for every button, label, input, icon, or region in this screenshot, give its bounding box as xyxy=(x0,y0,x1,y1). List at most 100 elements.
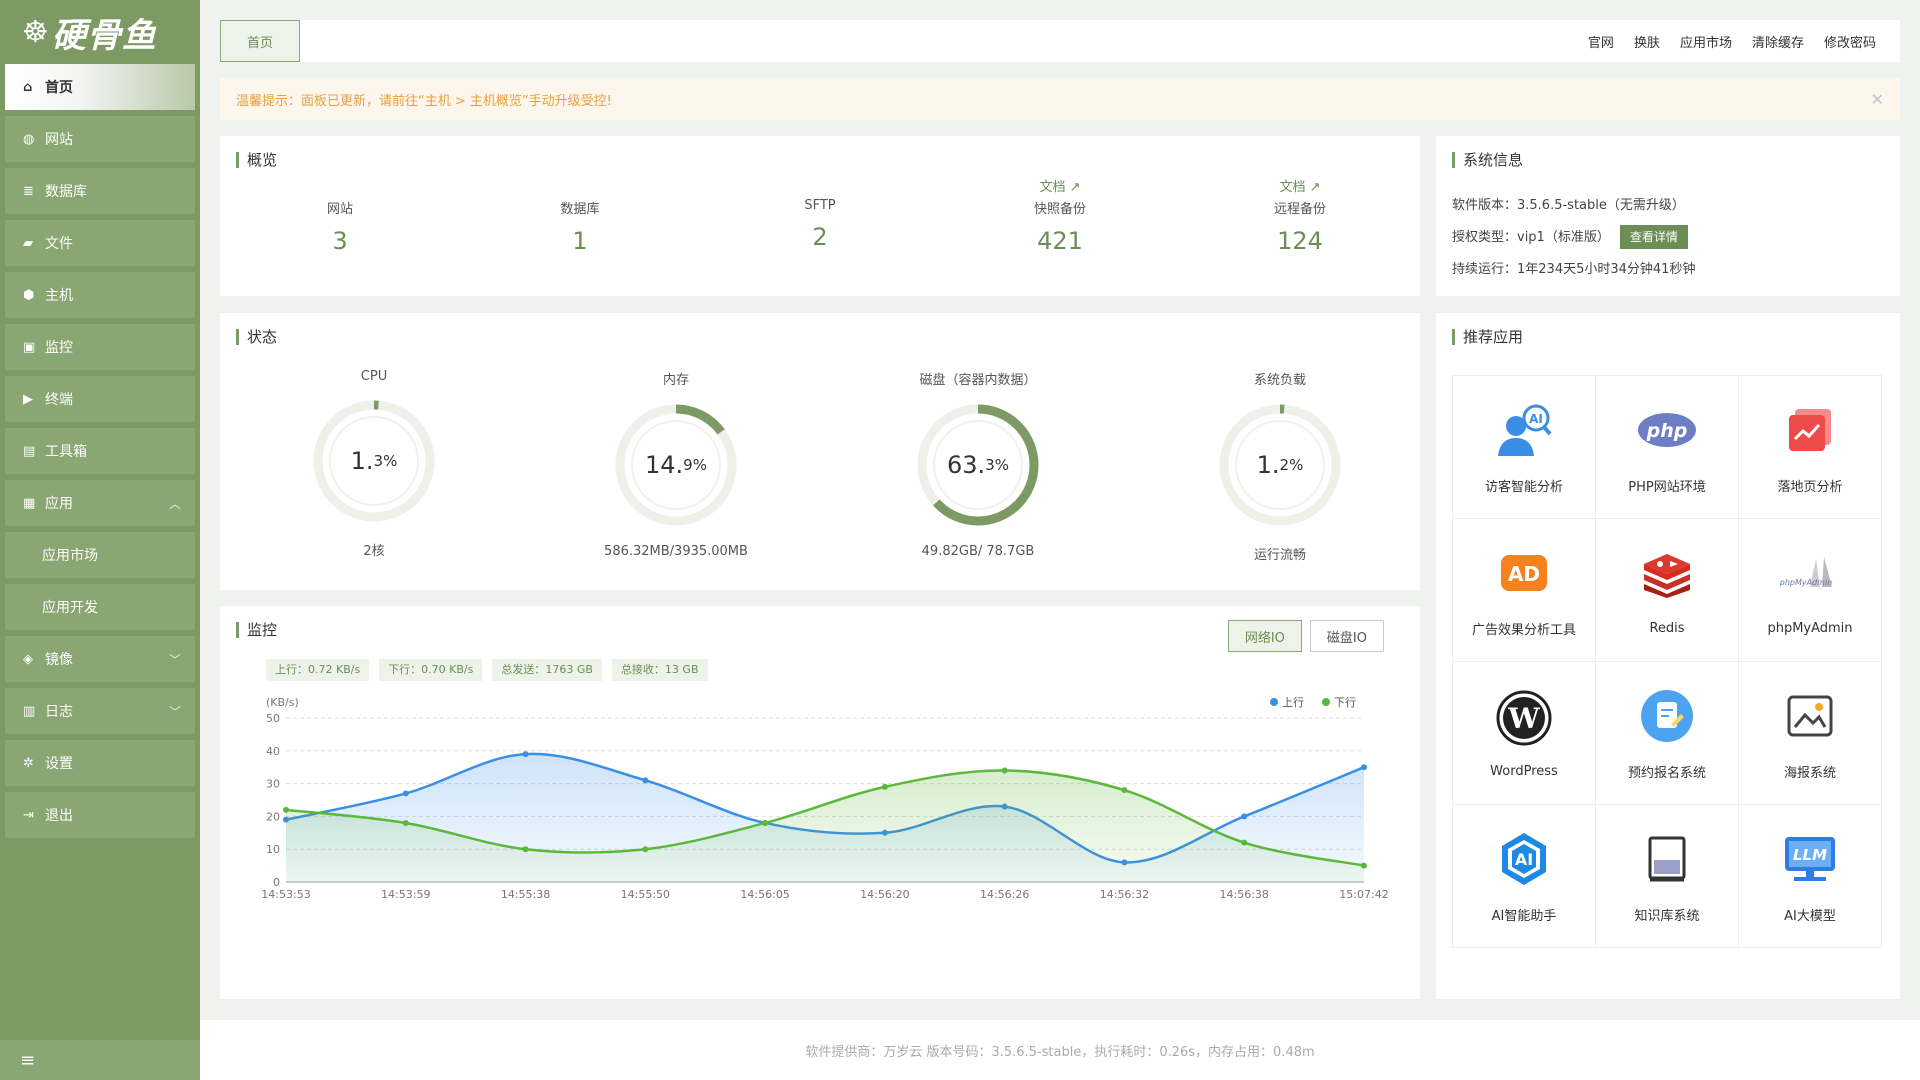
logo-mark-icon: ☸ xyxy=(22,14,50,50)
legend-marker xyxy=(1270,698,1278,706)
sidebar-item-toolbox[interactable]: ▤ 工具箱 xyxy=(5,428,195,474)
link-official-site[interactable]: 官网 xyxy=(1587,35,1614,51)
sidebar-item-app-dev[interactable]: 应用开发 xyxy=(5,584,195,630)
ad-badge-text: AD xyxy=(1508,562,1540,586)
footer: 软件提供商：万岁云 版本号码：3.5.6.5-stable，执行耗时：0.26s… xyxy=(200,1020,1920,1080)
overview-websites[interactable]: 网站 3 xyxy=(220,172,460,282)
overview-sftp[interactable]: SFTP 2 xyxy=(700,172,940,282)
link-clear-cache[interactable]: 清除缓存 xyxy=(1751,35,1804,51)
llm-badge-text: LLM xyxy=(1793,846,1827,864)
legend-label[interactable]: 上行 xyxy=(1282,696,1304,709)
overview-card: 概览 网站 3 数据库 1 SFTP 2 文档 ↗ 快照备份 421 文档 ↗ … xyxy=(220,136,1420,296)
app-llm[interactable]: LLM AI大模型 xyxy=(1739,805,1882,948)
sidebar-item-files[interactable]: ▰ 文件 xyxy=(5,220,195,266)
overview-value: 1 xyxy=(572,227,588,255)
data-point[interactable] xyxy=(1241,839,1248,846)
data-point[interactable] xyxy=(1001,767,1008,774)
overview-remote-backup[interactable]: 文档 ↗ 远程备份 124 xyxy=(1180,172,1420,282)
sidebar-item-apps[interactable]: ▦ 应用 ︿ xyxy=(5,480,195,526)
landing-chart-icon xyxy=(1780,400,1840,460)
app-knowledge-base[interactable]: 知识库系统 xyxy=(1596,805,1739,948)
ai-badge-text: AI xyxy=(1515,850,1533,869)
data-point[interactable] xyxy=(642,846,649,853)
tab-home[interactable]: 首页 xyxy=(220,20,300,62)
sidebar-item-app-market[interactable]: 应用市场 xyxy=(5,532,195,578)
sidebar-item-label: 数据库 xyxy=(45,184,87,200)
data-point[interactable] xyxy=(402,819,409,826)
y-tick-label: 40 xyxy=(266,745,280,758)
app-visitor-analysis[interactable]: AI 访客智能分析 xyxy=(1453,376,1596,519)
link-skin[interactable]: 换肤 xyxy=(1633,35,1660,51)
sidebar-item-logout[interactable]: ⇥ 退出 xyxy=(5,792,195,838)
sidebar-item-label: 文件 xyxy=(45,236,73,252)
gauge-arc xyxy=(615,404,737,526)
app-php-env[interactable]: php PHP网站环境 xyxy=(1596,376,1739,519)
ai-visitor-icon: AI xyxy=(1494,400,1554,460)
data-point[interactable] xyxy=(762,819,769,826)
sidebar-item-website[interactable]: ◍ 网站 xyxy=(5,116,195,162)
sidebar-item-home[interactable]: ⌂ 首页 xyxy=(5,64,195,110)
doc-link[interactable]: 文档 ↗ xyxy=(1039,180,1081,195)
app-redis[interactable]: Redis xyxy=(1596,519,1739,662)
app-phpmyadmin[interactable]: phpMyAdmin phpMyAdmin xyxy=(1739,519,1882,662)
sidebar-item-label: 应用 xyxy=(45,496,73,512)
data-point[interactable] xyxy=(642,777,649,784)
sidebar-item-settings[interactable]: ✲ 设置 xyxy=(5,740,195,786)
php-icon: php xyxy=(1637,400,1697,460)
data-point[interactable] xyxy=(881,783,888,790)
link-app-market[interactable]: 应用市场 xyxy=(1679,35,1732,51)
app-name: 广告效果分析工具 xyxy=(1471,622,1576,638)
sidebar-collapse-button[interactable]: ≡ xyxy=(0,1040,200,1080)
sidebar-item-terminal[interactable]: ▶ 终端 xyxy=(5,376,195,422)
link-change-password[interactable]: 修改密码 xyxy=(1823,35,1876,51)
app-ad-analysis[interactable]: AD 广告效果分析工具 xyxy=(1453,519,1596,662)
sidebar-item-database[interactable]: ≣ 数据库 xyxy=(5,168,195,214)
data-point[interactable] xyxy=(1241,813,1248,820)
gauge-dec: 3 xyxy=(985,456,995,474)
legend-label[interactable]: 下行 xyxy=(1334,696,1356,709)
view-details-button[interactable]: 查看详情 xyxy=(1619,225,1688,249)
gauge-dec: 9 xyxy=(683,456,693,474)
data-point[interactable] xyxy=(1361,862,1367,869)
overview-databases[interactable]: 数据库 1 xyxy=(460,172,700,282)
doc-link xyxy=(220,176,460,194)
data-point[interactable] xyxy=(1361,764,1367,771)
sidebar-item-monitor[interactable]: ▣ 监控 xyxy=(5,324,195,370)
sidebar-item-label: 退出 xyxy=(45,808,73,824)
app-wordpress[interactable]: W WordPress xyxy=(1453,662,1596,805)
chevron-down-icon: ﹀ xyxy=(168,652,181,667)
tab-disk-io[interactable]: 磁盘IO xyxy=(1309,620,1384,652)
recommended-apps-title: 推荐应用 xyxy=(1452,329,1523,345)
data-point[interactable] xyxy=(283,806,289,813)
status-card: 状态 CPU 1. 3% 2核 内存 14. 9% 586.32MB/3935.00… xyxy=(220,313,1420,590)
total-sent-badge: 总发送：1763 GB xyxy=(492,659,602,681)
phpmyadmin-badge-text: phpMyAdmin xyxy=(1780,578,1832,587)
gauge-label: 系统负载 xyxy=(1253,373,1306,388)
app-landing-analysis[interactable]: 落地页分析 xyxy=(1739,376,1882,519)
gauge-arc xyxy=(1219,404,1341,526)
app-poster-system[interactable]: 海报系统 xyxy=(1739,662,1882,805)
upload-speed-badge: 上行：0.72 KB/s xyxy=(266,659,370,681)
close-icon[interactable]: ✕ xyxy=(1870,89,1884,109)
overview-snapshot-backup[interactable]: 文档 ↗ 快照备份 421 xyxy=(940,172,1180,282)
gear-icon: ✲ xyxy=(23,755,34,771)
data-point[interactable] xyxy=(402,790,409,797)
app-ai-assistant[interactable]: AI AI智能助手 xyxy=(1453,805,1596,948)
gauge-subtext: 49.82GB/ 78.7GB xyxy=(921,544,1035,559)
sidebar-item-logs[interactable]: ▥ 日志 ﹀ xyxy=(5,688,195,734)
doc-link[interactable]: 文档 ↗ xyxy=(1279,180,1321,195)
sidebar-item-images[interactable]: ◈ 镜像 ﹀ xyxy=(5,636,195,682)
sidebar-item-label: 首页 xyxy=(45,80,73,96)
overview-value: 3 xyxy=(332,227,348,255)
download-speed-badge: 下行：0.70 KB/s xyxy=(379,659,483,681)
tab-network-io[interactable]: 网络IO xyxy=(1227,620,1302,652)
data-point[interactable] xyxy=(1121,787,1128,794)
data-point[interactable] xyxy=(522,846,529,853)
sidebar-item-host[interactable]: ⬢ 主机 xyxy=(5,272,195,318)
app-booking-system[interactable]: 预约报名系统 xyxy=(1596,662,1739,805)
x-tick-label: 14:56:26 xyxy=(980,888,1029,901)
overview-label: 快照备份 xyxy=(1033,202,1086,217)
data-point[interactable] xyxy=(522,751,529,758)
gauge-arc xyxy=(917,404,1039,526)
sidebar-item-label: 应用开发 xyxy=(42,600,98,616)
